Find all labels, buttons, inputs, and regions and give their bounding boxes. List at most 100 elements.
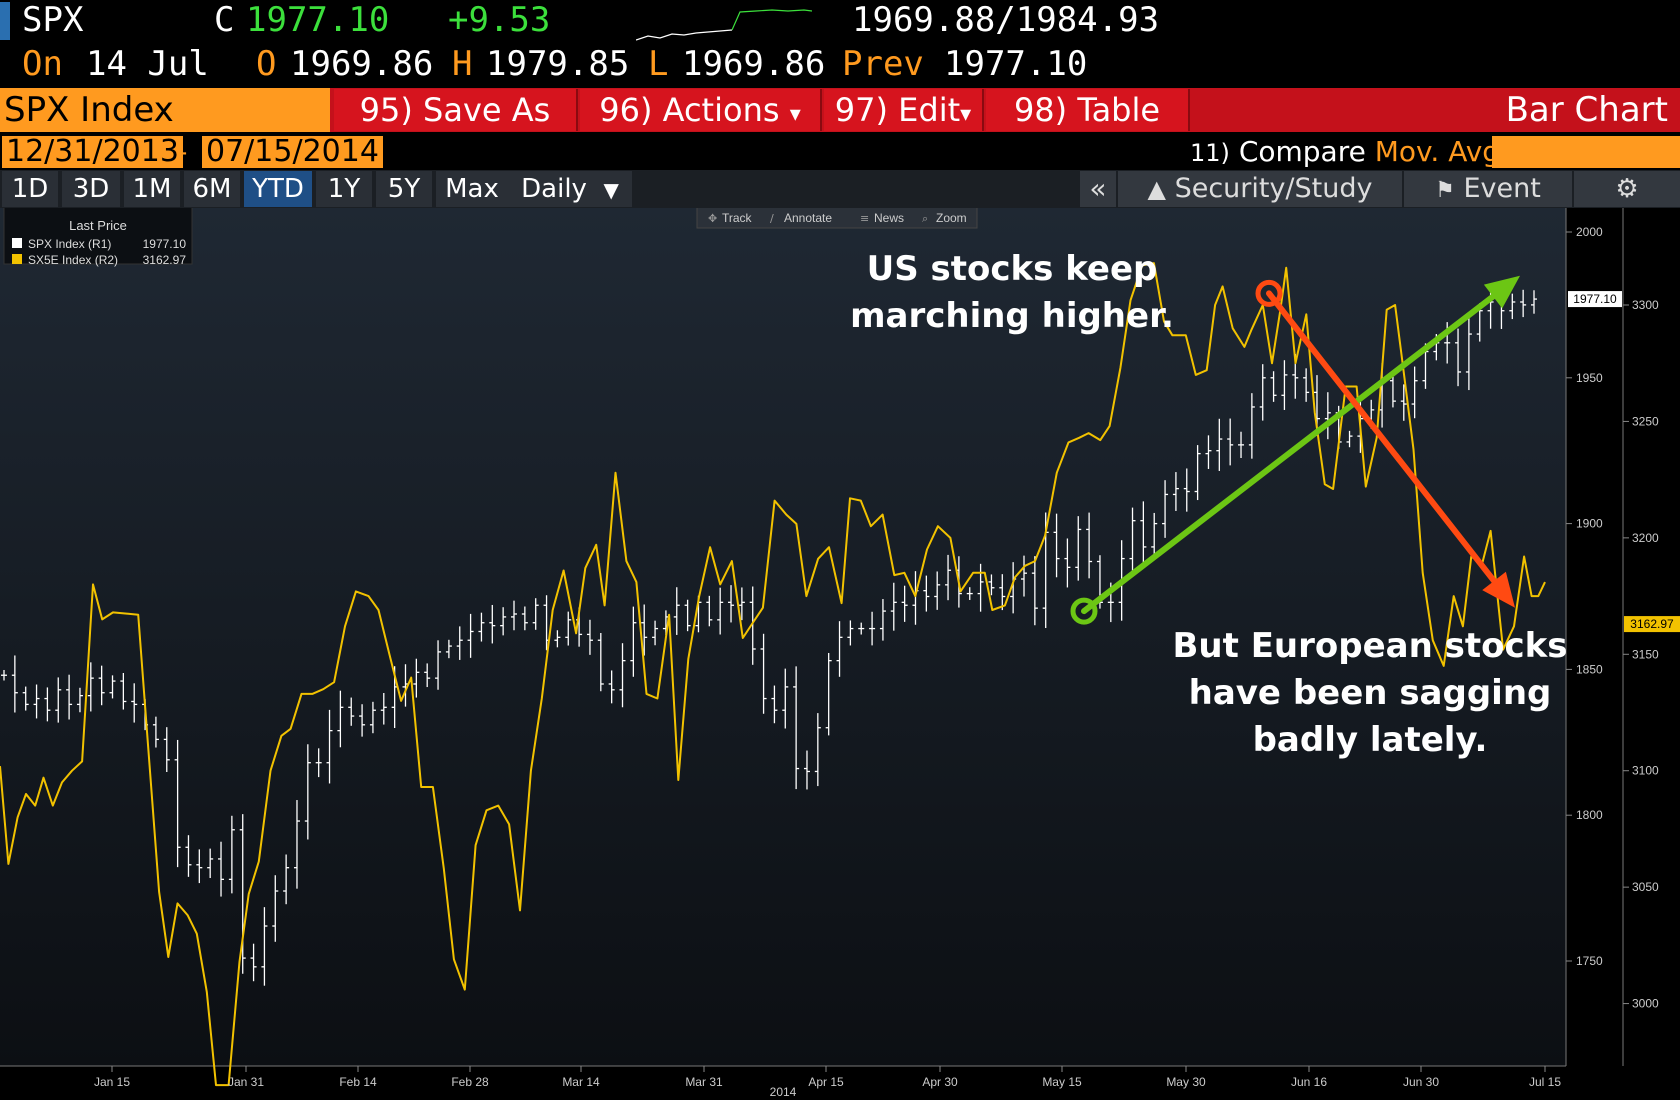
collapse-button[interactable]: « [1080,171,1116,207]
us-annotation: US stocks keep marching higher. [850,249,1174,336]
spx-bar [652,620,659,646]
spx-bar [684,599,691,632]
x-tick-label: May 15 [1042,1075,1082,1089]
frequency-dropdown[interactable]: Daily ▼ [508,171,632,207]
period-ytd-button[interactable]: YTD [244,171,312,207]
spx-bar [1346,430,1353,448]
spx-bar [608,670,615,704]
x-tick-label: Jun 30 [1403,1075,1439,1089]
spx-bar [1509,293,1516,320]
close-label: C [214,0,235,40]
x-tick-label: Apr 30 [922,1075,958,1089]
period-1y-button[interactable]: 1Y [316,171,372,207]
price-change: +9.53 [448,0,551,40]
legend-frame [3,208,193,265]
spx-bar [185,835,192,877]
end-date-field[interactable]: 07/15/2014 [202,136,383,168]
actions-dropdown-icon: ▾ [789,102,801,127]
x-tick-label: Mar 14 [562,1075,600,1089]
security-study-button[interactable]: ▲ Security/Study [1118,171,1402,207]
legend-swatch-spx [12,238,22,248]
spx-bar [706,595,713,627]
high-price: 1979.85 [486,44,630,84]
spx-bar [76,687,83,713]
spx-bar [630,606,637,677]
legend-label-spx: SPX Index (R1) [28,237,111,251]
spx-bar [771,685,778,724]
legend: Last Price SPX Index (R1) 1977.10 SX5E I… [3,208,193,267]
spx-bar [1162,480,1169,538]
spx-bar [597,632,604,692]
toolbar-frame [696,208,978,229]
period-max-button[interactable]: Max [436,171,508,207]
eu-annotation-line-3: badly lately. [1253,720,1488,760]
period-1d-button[interactable]: 1D [2,171,58,207]
period-6m-button[interactable]: 6M [184,171,240,207]
spx-bar [207,848,214,879]
edit-label: 97) Edit [834,91,961,129]
spx-bar [1140,501,1147,567]
spx-last-value: 1977.10 [1573,292,1617,306]
x-tick-label: May 30 [1166,1075,1206,1089]
actions-menu[interactable]: 96) Actions ▾ [580,89,822,131]
spx-bar [803,750,810,790]
toolbar-track-button[interactable]: ✥ Track [708,211,753,225]
compare-button[interactable]: 11) Compare Mov. Avgs [1190,136,1515,169]
date-separator: - [178,136,188,167]
spx-last-value-tag: 1977.10 [1568,291,1622,308]
toolbar-news-button[interactable]: ≡ News [860,211,904,225]
toolbar-zoom-button[interactable]: ⌕ Zoom [922,211,967,225]
flag-icon: ⚑ [1435,178,1455,203]
spx-bar [1086,512,1093,579]
start-date-field[interactable]: 12/31/2013 [2,136,183,168]
spx-bar [109,675,116,699]
spx-bar [1053,513,1060,578]
spx-bar [1324,392,1331,440]
spx-bar [890,582,897,631]
ticker-marker [0,2,10,40]
spx-last-value-box [1568,291,1622,308]
spx-bar [1303,368,1310,402]
security-field[interactable]: SPX Index [0,88,330,132]
spx-bar [435,640,442,690]
spx-bar [1,669,7,681]
spx-bar [511,600,517,631]
y2-tick-label: 3050 [1632,880,1659,894]
spx-bar [66,674,73,720]
spx-bar [869,611,876,646]
spx-bar [1075,516,1082,581]
high-label: H [452,44,473,84]
spx-bar [1389,374,1396,408]
sx5e-last-value-box [1624,616,1680,633]
table-button[interactable]: 98) Table [986,89,1190,131]
edit-menu[interactable]: 97) Edit▾ [824,89,984,131]
spx-bar [1031,556,1038,626]
news-icon: ≡ [860,212,869,225]
price-chart[interactable]: ✥ Track ∕ Annotate ≡ News ⌕ Zoom Last Price SPX… [0,208,1680,1100]
actions-label: 96) Actions [599,91,780,129]
compare-input[interactable] [1492,136,1680,168]
spx-bar [348,697,355,726]
spx-bar [749,586,756,665]
period-5y-button[interactable]: 5Y [376,171,432,207]
event-button[interactable]: ⚑ Event [1404,171,1572,207]
eu-annotation-line-1: But European stocks [1172,626,1567,666]
ticker[interactable]: SPX [22,0,84,40]
toolbar-annotate-button[interactable]: ∕ Annotate [770,211,832,225]
track-icon: ✥ [708,212,717,225]
spx-bar [966,587,973,600]
spx-bar [814,713,821,787]
save-as-button[interactable]: 95) Save As [334,89,578,131]
spx-bar [738,587,745,621]
period-1m-button[interactable]: 1M [124,171,180,207]
edit-dropdown-icon: ▾ [960,102,972,127]
spx-bar [380,692,387,725]
spx-bar [489,604,496,644]
intraday-sparkline [636,9,812,41]
on-label: On [22,44,63,84]
gear-icon[interactable]: ⚙ [1574,171,1680,207]
spx-bar [565,611,572,646]
spx-bar [87,662,94,712]
period-3d-button[interactable]: 3D [62,171,120,207]
y2-tick-label: 3100 [1632,764,1659,778]
